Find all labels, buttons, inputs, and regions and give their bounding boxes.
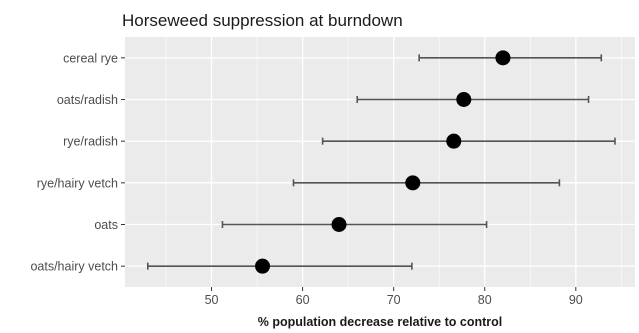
x-tick-label: 50	[205, 293, 219, 307]
data-point	[255, 258, 271, 274]
data-point	[495, 50, 511, 66]
x-tick-label: 90	[569, 293, 583, 307]
y-category-label: cereal rye	[63, 51, 118, 65]
y-category-label: rye/radish	[63, 135, 118, 149]
data-point	[405, 175, 421, 191]
errorbar	[146, 262, 413, 270]
y-category-label: oats	[94, 218, 118, 232]
minor-gridlines	[165, 37, 622, 287]
errorbar	[321, 137, 616, 145]
y-axis: cereal rye oats/radish rye/radish rye/hairy…	[30, 51, 125, 274]
errorbar	[292, 179, 561, 187]
chart-title: Horseweed suppression at burndown	[122, 11, 403, 30]
plot-panel	[125, 37, 635, 287]
data-point	[331, 217, 347, 232]
errorbar	[221, 221, 488, 228]
y-category-label: rye/hairy vetch	[37, 176, 118, 190]
y-category-label: oats/radish	[57, 93, 118, 107]
data-point	[446, 133, 462, 149]
data-marks	[146, 50, 616, 274]
x-tick-label: 80	[478, 293, 492, 307]
x-axis-title: % population decrease relative to contro…	[258, 315, 503, 329]
x-tick-label: 70	[387, 293, 401, 307]
errorbar	[356, 96, 590, 103]
y-category-label: oats/hairy vetch	[30, 260, 118, 274]
data-point	[456, 92, 472, 107]
x-axis: 50 60 70 80 90	[205, 287, 583, 307]
x-tick-label: 60	[296, 293, 310, 307]
